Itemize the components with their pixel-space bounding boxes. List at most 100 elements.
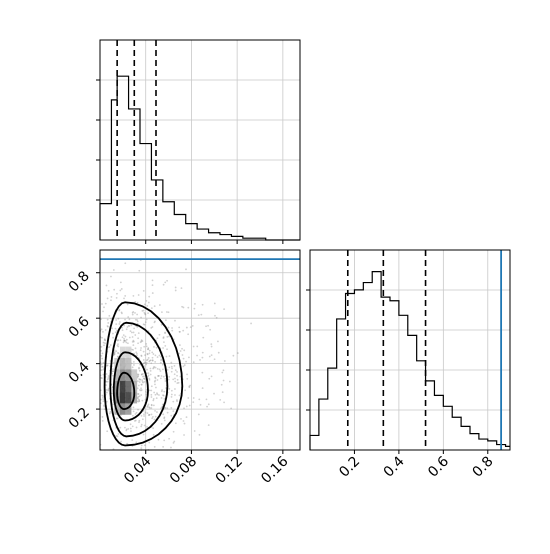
scatter-point [153,321,156,324]
scatter-point [134,413,137,415]
scatter-point [104,329,107,331]
scatter-point [230,407,233,410]
scatter-point [166,369,169,371]
scatter-point [163,417,166,420]
scatter-point [151,359,154,362]
scatter-point [102,395,105,398]
marginal-x-quantile-lines [116,40,157,240]
density-cell [120,380,126,393]
scatter-point [145,318,148,321]
scatter-point [143,424,146,427]
scatter-point [185,405,188,408]
scatter-point [154,360,157,363]
scatter-point [155,346,158,349]
scatter-point [205,325,207,328]
scatter-point [150,407,153,409]
scatter-point [131,439,134,442]
scatter-point [142,309,145,312]
scatter-point [101,352,104,355]
scatter-point [105,373,108,375]
scatter-point [176,371,178,373]
scatter-point [112,370,114,373]
scatter-point [142,323,145,326]
scatter-point [213,302,216,305]
marginal-y-quantile-lines [346,250,427,450]
scatter-point [172,378,175,381]
scatter-point [146,358,149,361]
scatter-point [118,323,121,325]
scatter-point [134,300,137,303]
scatter-point [140,387,142,390]
scatter-point [143,303,146,306]
scatter-point [163,341,165,344]
scatter-point [145,361,148,364]
scatter-point [141,309,144,312]
scatter-point [174,380,177,383]
scatter-point [155,386,157,389]
scatter-point [162,394,164,397]
scatter-point [149,407,151,409]
scatter-point [109,411,112,413]
scatter-point [130,331,133,334]
scatter-point [116,355,119,358]
scatter-point [214,314,216,317]
scatter-point [146,406,149,408]
scatter-point [113,349,116,352]
x-tick-label: 0.16 [258,453,291,486]
scatter-point [236,352,239,354]
scatter-point [153,445,156,448]
scatter-point [144,313,147,316]
scatter-point [137,392,139,395]
scatter-point [208,377,211,380]
scatter-point [132,406,135,409]
scatter-point [164,332,167,335]
scatter-point [188,385,191,388]
scatter-point [127,316,130,318]
scatter-point [147,374,150,377]
scatter-point [101,303,103,305]
contour-level [112,351,149,422]
scatter-point [136,319,138,321]
scatter-point [222,369,225,372]
scatter-point [192,397,195,399]
scatter-point [136,387,139,390]
scatter-point [135,351,138,354]
scatter-point [102,341,105,344]
scatter-point [139,341,142,344]
scatter-point [104,342,106,345]
scatter-point [178,344,181,346]
scatter-point [140,394,143,396]
scatter-point [159,361,162,364]
scatter-point [171,367,173,370]
scatter-point [148,406,150,409]
scatter-point [113,353,116,355]
scatter-point [126,442,129,445]
scatter-point [137,373,140,376]
histogram-step [99,75,300,241]
scatter-point [102,310,104,313]
scatter-point [134,312,136,314]
scatter-point [110,317,113,320]
scatter-point [180,287,183,290]
scatter-point [147,312,149,315]
scatter-point [102,398,105,401]
scatter-point [166,348,168,351]
scatter-point [193,307,196,310]
scatter-point [144,411,147,414]
scatter-point [168,355,171,357]
contour-level [103,301,184,447]
x-tick-label: 0.04 [121,453,154,486]
scatter-point [160,355,162,358]
scatter-point [120,288,123,290]
scatter-point [117,433,120,435]
scatter-point [106,297,109,300]
density-cell [125,357,132,370]
scatter-point [122,334,125,337]
scatter-point [168,335,170,338]
scatter-point [181,305,183,308]
scatter-point [119,321,121,323]
scatter-point [132,360,135,363]
density-cell [120,369,126,381]
scatter-point [146,375,149,378]
scatter-point [197,413,200,416]
